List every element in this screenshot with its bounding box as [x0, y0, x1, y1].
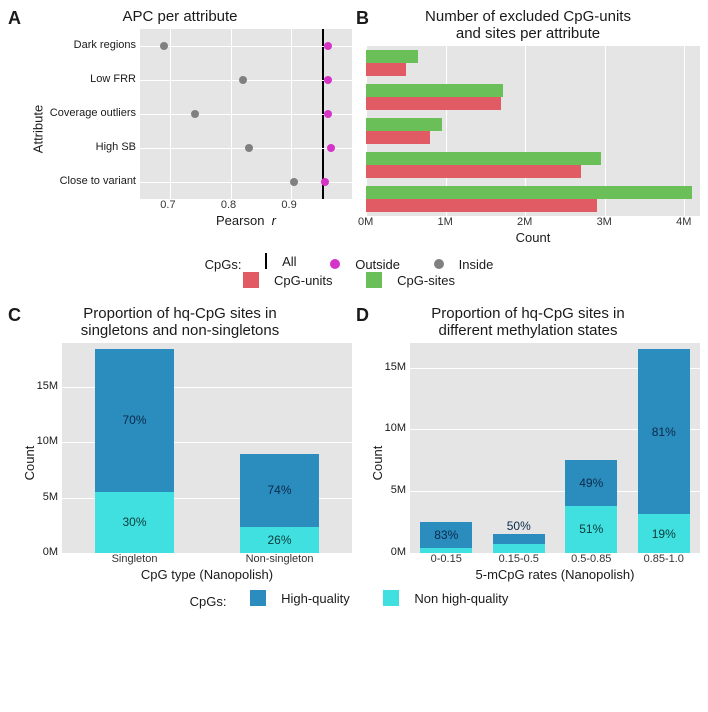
legend-cd: CpGs: High-quality Non high-quality: [8, 590, 700, 609]
pct-non: 51%: [565, 522, 617, 536]
pct-non: 19%: [638, 527, 690, 541]
panel-a-cat: Low FRR: [90, 73, 136, 85]
panel-d-xlabel: 5-mCpG rates (Nanopolish): [410, 567, 700, 582]
panel-b-plot: [366, 46, 700, 216]
pct-hq: 50%: [493, 519, 545, 533]
bar-nonhq: [493, 544, 545, 553]
xtick: Singleton: [62, 553, 207, 565]
bar-sites: [366, 84, 503, 97]
bar-hq: [493, 534, 545, 543]
panel-b: B Number of excluded CpG-units and sites…: [356, 8, 700, 245]
panel-a-xlabel: Pearson r: [140, 213, 352, 228]
panel-a-letter: A: [8, 8, 21, 29]
bar-units: [366, 97, 501, 110]
legend-cd-non: Non high-quality: [383, 590, 518, 606]
legend-b-sites: CpG-sites: [366, 272, 465, 288]
dot: [245, 144, 253, 152]
legend-a-label: CpGs:: [205, 257, 242, 272]
pct-hq: 74%: [240, 483, 320, 497]
panel-b-letter: B: [356, 8, 369, 29]
dot: [191, 110, 199, 118]
panel-a-cat: High SB: [96, 141, 136, 153]
xtick: Non-singleton: [207, 553, 352, 565]
xtick: 0.15-0.5: [483, 553, 556, 565]
dot: [327, 144, 335, 152]
dot: [324, 42, 332, 50]
legend-a-outside: Outside: [330, 257, 410, 272]
pct-hq: 83%: [420, 528, 472, 542]
panel-b-title: Number of excluded CpG-units and sites p…: [356, 8, 700, 42]
dot: [324, 110, 332, 118]
panel-d-plot: 83%17%50%50%49%51%81%19%: [410, 343, 700, 553]
bar-sites: [366, 186, 692, 199]
legend-ab: CpGs: All Outside Inside CpG-units CpG-s…: [8, 253, 700, 291]
panel-a-cat: Coverage outliers: [50, 107, 136, 119]
panel-c-xlabel: CpG type (Nanopolish): [62, 567, 352, 582]
panel-a-plot: [140, 29, 352, 199]
legend-a-inside: Inside: [434, 257, 504, 272]
bar-units: [366, 63, 406, 76]
dot: [290, 178, 298, 186]
legend-a-all: All: [265, 253, 306, 269]
bar-units: [366, 165, 581, 178]
panel-a-cat: Close to variant: [60, 175, 136, 187]
panel-d: D Proportion of hq-CpG sites in differen…: [356, 305, 700, 582]
legend-cd-label: CpGs:: [190, 594, 227, 609]
bar-units: [366, 199, 597, 212]
bar-sites: [366, 50, 418, 63]
panel-c-letter: C: [8, 305, 21, 326]
legend-b-units: CpG-units: [243, 272, 343, 288]
dot: [324, 76, 332, 84]
panel-d-title: Proportion of hq-CpG sites in different …: [356, 305, 700, 339]
panel-d-letter: D: [356, 305, 369, 326]
xtick: 0-0.15: [410, 553, 483, 565]
pct-non: 26%: [240, 533, 320, 547]
pct-hq: 49%: [565, 476, 617, 490]
panel-b-xlabel: Count: [366, 230, 700, 245]
panel-c-plot: 70% 30% 74% 26%: [62, 343, 352, 553]
panel-a-cat: Dark regions: [74, 39, 136, 51]
pct-hq: 81%: [638, 425, 690, 439]
legend-cd-hq: High-quality: [250, 590, 360, 606]
bar-units: [366, 131, 430, 144]
bar-sites: [366, 118, 442, 131]
bar-sites: [366, 152, 601, 165]
panel-c-title: Proportion of hq-CpG sites in singletons…: [8, 305, 352, 339]
pct-non: 30%: [95, 515, 175, 529]
panel-a: A APC per attribute Attribute Dark regio…: [8, 8, 352, 245]
panel-a-title: APC per attribute: [8, 8, 352, 25]
xtick: 0.85-1.0: [628, 553, 701, 565]
dot: [321, 178, 329, 186]
dot: [160, 42, 168, 50]
xtick: 0.5-0.85: [555, 553, 628, 565]
panel-c: C Proportion of hq-CpG sites in singleto…: [8, 305, 352, 582]
dot: [239, 76, 247, 84]
pct-hq: 70%: [95, 413, 175, 427]
